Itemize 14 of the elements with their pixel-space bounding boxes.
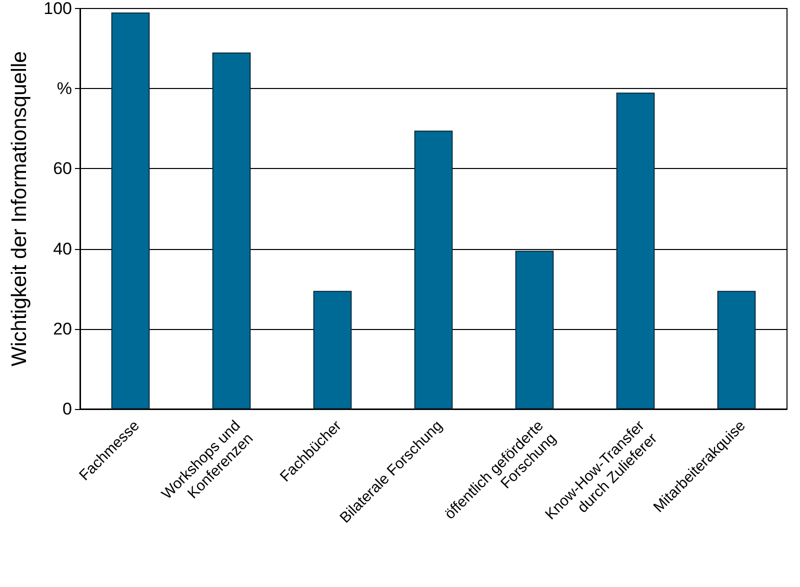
y-axis-title: Wichtigkeit der Informationsquelle — [8, 51, 31, 366]
y-tick-label: 0 — [62, 400, 72, 418]
bar — [515, 250, 554, 409]
bar — [111, 12, 150, 409]
y-tick-label: 100 — [44, 0, 72, 18]
bar — [212, 52, 251, 409]
bar — [717, 290, 756, 409]
bar — [313, 290, 352, 409]
bar — [414, 130, 453, 409]
bar — [616, 92, 655, 409]
y-tick-label: % — [56, 79, 72, 98]
y-tick-label: 20 — [53, 319, 72, 338]
y-tick-label: 40 — [53, 239, 72, 258]
y-tick-label: 60 — [53, 159, 72, 178]
